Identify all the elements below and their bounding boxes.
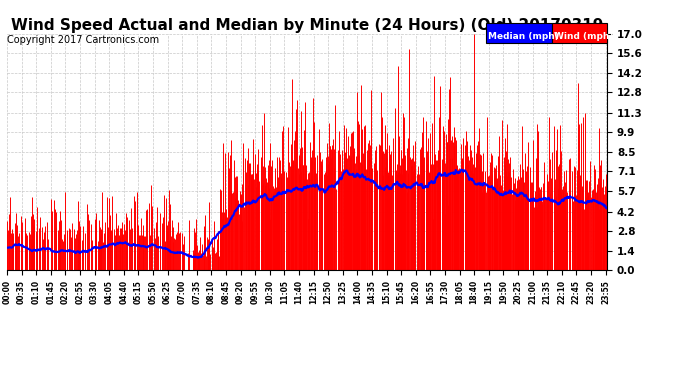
Text: Median (mph): Median (mph) [488,32,559,40]
Text: Wind (mph): Wind (mph) [554,32,613,40]
Text: Copyright 2017 Cartronics.com: Copyright 2017 Cartronics.com [7,35,159,45]
Title: Wind Speed Actual and Median by Minute (24 Hours) (Old) 20170319: Wind Speed Actual and Median by Minute (… [11,18,603,33]
